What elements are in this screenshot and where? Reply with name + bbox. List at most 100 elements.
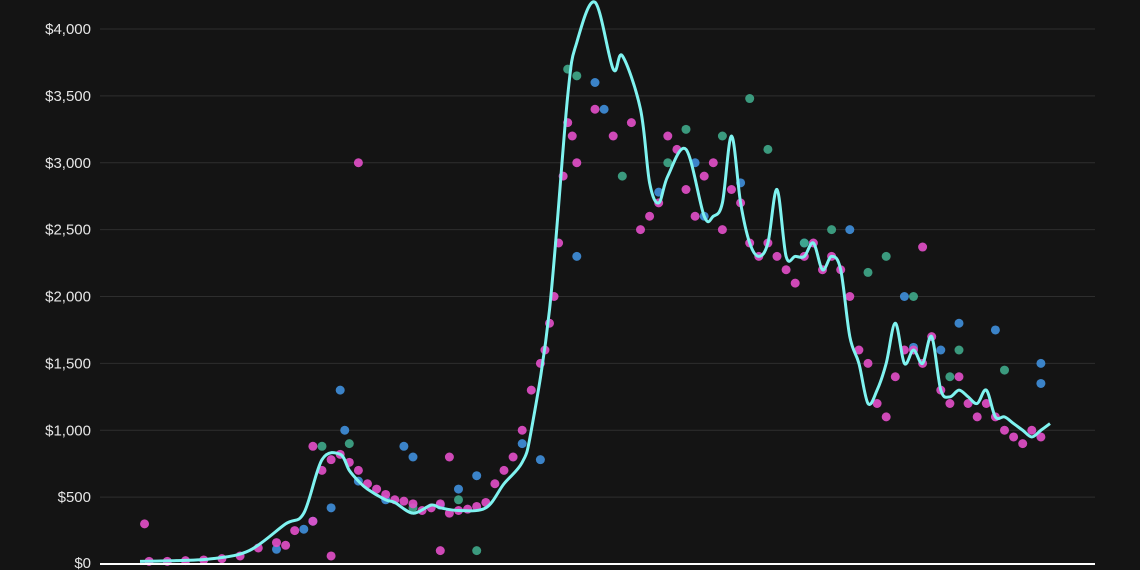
data-point xyxy=(1036,432,1046,442)
data-point xyxy=(745,94,755,104)
data-point xyxy=(1036,378,1046,388)
data-point xyxy=(272,538,281,548)
data-point xyxy=(399,441,409,451)
data-point xyxy=(408,499,418,509)
data-point xyxy=(981,399,991,408)
data-point xyxy=(299,524,309,534)
data-point xyxy=(454,495,463,505)
data-point xyxy=(799,238,809,248)
data-point xyxy=(535,455,545,465)
data-point xyxy=(954,372,964,382)
data-point xyxy=(854,345,864,355)
data-point xyxy=(463,504,473,514)
data-point xyxy=(890,372,900,382)
y-tick-label: $500 xyxy=(58,489,91,506)
data-point xyxy=(1027,425,1037,435)
data-point xyxy=(472,471,482,481)
data-point xyxy=(353,158,363,168)
data-point xyxy=(626,118,636,128)
data-point xyxy=(399,496,409,506)
data-point xyxy=(1000,365,1009,375)
trend-line xyxy=(139,0,1051,563)
data-point xyxy=(572,158,582,168)
data-point xyxy=(972,412,982,422)
data-point xyxy=(508,452,518,462)
data-point xyxy=(645,211,655,221)
data-point xyxy=(945,399,955,408)
data-point xyxy=(681,185,691,194)
data-point xyxy=(590,78,600,87)
data-point xyxy=(963,399,973,408)
data-point xyxy=(1000,425,1009,435)
data-points xyxy=(140,64,1046,566)
data-point xyxy=(945,372,955,382)
gridlines xyxy=(100,28,1095,498)
y-axis-ticks: $0 $500 $1,000 $1,500 $2,000 $2,500 $3,000 $3,5… xyxy=(45,21,91,570)
data-point xyxy=(863,358,873,368)
data-point xyxy=(335,385,345,395)
data-point xyxy=(340,425,350,435)
data-point xyxy=(699,171,709,181)
data-point xyxy=(681,124,691,134)
y-tick-label: $1,500 xyxy=(45,355,91,372)
data-point xyxy=(281,540,291,550)
data-point xyxy=(444,452,454,462)
y-tick-label: $1,000 xyxy=(45,422,91,439)
y-tick-label: $4,000 xyxy=(45,21,91,38)
data-point xyxy=(290,526,300,536)
data-point xyxy=(308,441,318,451)
data-point xyxy=(790,278,800,288)
y-tick-label: $2,500 xyxy=(45,222,91,239)
data-point xyxy=(663,158,673,168)
data-point xyxy=(727,185,736,194)
data-point xyxy=(881,251,891,261)
data-point xyxy=(590,104,600,114)
y-tick-label: $0 xyxy=(74,555,91,570)
data-point xyxy=(326,503,336,513)
data-point xyxy=(763,144,773,154)
data-point xyxy=(636,225,645,235)
data-point xyxy=(317,441,327,451)
data-point xyxy=(881,412,891,422)
data-point xyxy=(872,399,882,408)
data-point xyxy=(490,479,500,489)
data-point xyxy=(1009,432,1019,442)
data-point xyxy=(617,171,627,181)
data-point xyxy=(272,544,281,554)
data-point xyxy=(567,131,577,141)
data-point xyxy=(326,551,336,561)
data-point xyxy=(517,425,527,435)
data-point xyxy=(717,131,727,141)
data-point xyxy=(408,452,418,462)
data-point xyxy=(827,225,837,235)
data-point xyxy=(608,131,618,141)
data-point xyxy=(381,489,391,499)
data-point xyxy=(526,385,536,395)
data-point xyxy=(1036,358,1046,368)
data-point xyxy=(845,225,855,235)
data-point xyxy=(909,292,918,301)
data-point xyxy=(140,519,150,529)
data-point xyxy=(517,439,527,449)
data-point xyxy=(936,345,946,355)
data-point xyxy=(308,516,318,526)
data-point xyxy=(663,131,673,141)
data-point xyxy=(454,484,463,494)
data-point xyxy=(326,455,336,465)
data-point xyxy=(954,345,964,355)
data-point xyxy=(599,104,609,114)
y-tick-label: $3,500 xyxy=(45,88,91,105)
data-point xyxy=(772,251,782,261)
data-point xyxy=(690,211,700,221)
y-tick-label: $2,000 xyxy=(45,289,91,306)
data-point xyxy=(572,251,582,261)
data-point xyxy=(781,265,791,275)
data-point xyxy=(954,318,964,328)
data-point xyxy=(572,71,582,81)
data-point xyxy=(863,267,873,277)
data-point xyxy=(918,242,928,252)
data-point xyxy=(499,465,509,475)
data-point xyxy=(990,325,1000,335)
